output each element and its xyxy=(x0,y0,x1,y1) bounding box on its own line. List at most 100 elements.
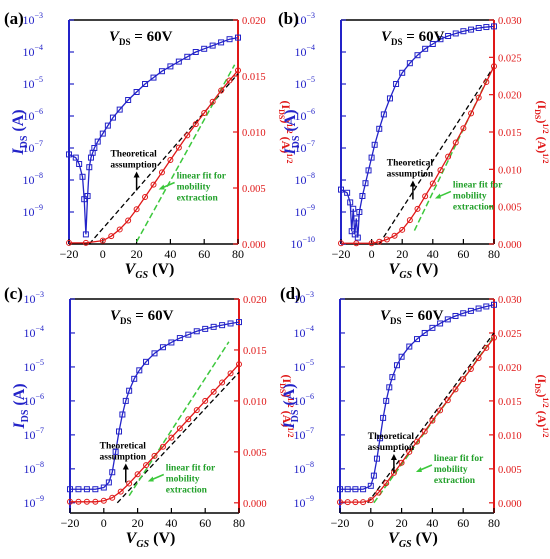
vds-annotation: VDS = 60V xyxy=(110,308,174,326)
ids-data-point xyxy=(414,52,421,59)
sqrt-ids-data-point xyxy=(467,365,474,372)
ids-data-point xyxy=(460,28,467,35)
ids-data-point xyxy=(491,301,497,308)
ids-data-point xyxy=(109,469,116,476)
sqrt-ids-data-point xyxy=(483,344,490,351)
sqrt-ids-data-point xyxy=(158,169,165,176)
ids-data-point xyxy=(143,358,150,365)
x-tick-label: 60 xyxy=(457,247,469,261)
sqrt-ids-data-point xyxy=(168,434,175,441)
ids-data-point xyxy=(359,193,366,199)
assumption-arrow-head xyxy=(133,171,140,178)
sqrt-ids-data-point xyxy=(391,232,398,239)
ids-data-point xyxy=(398,353,405,360)
sqrt-ids-data-point xyxy=(125,217,132,224)
sqrt-ids-data-point xyxy=(134,471,141,478)
left-tick-label: 10−4 xyxy=(23,324,44,340)
sqrt-ids-data-point xyxy=(193,407,200,414)
ids-data-point xyxy=(491,23,497,30)
ids-data-point xyxy=(406,343,413,350)
theoretical-assumption-line xyxy=(116,371,240,504)
ids-data-point xyxy=(344,486,351,493)
sqrt-ids-data-point xyxy=(192,121,199,128)
sqrt-ids-data-point xyxy=(201,109,208,116)
x-tick-label: 0 xyxy=(101,516,107,530)
fit-label-line: mobility xyxy=(177,182,211,192)
ids-log-curve xyxy=(340,25,495,238)
left-tick-label: 10−5 xyxy=(293,358,314,374)
right-tick-label: 0.010 xyxy=(498,431,522,442)
sqrt-ids-data-point xyxy=(133,206,140,213)
theoretical-assumption-line xyxy=(88,73,239,245)
linear-fit-line xyxy=(135,64,236,243)
assumption-label: assumption xyxy=(110,160,157,170)
right-tick-label: 0.010 xyxy=(243,397,267,408)
ids-data-point xyxy=(373,455,380,462)
ids-data-point xyxy=(158,68,165,75)
ids-data-point xyxy=(209,42,216,49)
ids-log-curve xyxy=(68,36,239,235)
ids-data-point xyxy=(109,114,116,121)
ids-data-point xyxy=(184,53,191,60)
ids-data-point xyxy=(444,316,451,323)
sqrt-ids-data-point xyxy=(344,499,351,506)
right-tick-label: 0.000 xyxy=(242,240,266,251)
ids-data-point xyxy=(104,122,111,129)
ids-data-point xyxy=(99,130,106,137)
sqrt-ids-data-point xyxy=(491,63,497,70)
ids-data-point xyxy=(452,312,459,319)
ids-data-point xyxy=(483,24,490,31)
panel-label: (d) xyxy=(280,284,301,303)
sqrt-ids-data-point xyxy=(66,239,72,246)
x-tick-label: 80 xyxy=(488,247,500,261)
ids-data-point xyxy=(475,305,482,312)
x-tick-label: 80 xyxy=(488,516,500,530)
x-tick-label: 40 xyxy=(427,247,439,261)
ids-data-point xyxy=(76,161,83,167)
ids-data-point xyxy=(116,428,123,435)
ids-data-point xyxy=(202,325,209,332)
sqrt-ids-data-point xyxy=(109,494,116,501)
right-tick-label: 0.020 xyxy=(242,16,266,27)
ids-data-point xyxy=(142,81,149,87)
left-tick-label: 10−3 xyxy=(22,11,43,27)
left-tick-label: 10−3 xyxy=(23,290,44,306)
x-tick-label: 20 xyxy=(396,516,408,530)
ids-data-point xyxy=(176,335,183,342)
vds-annotation: VDS = 60V xyxy=(381,29,445,47)
fit-label-line: linear fit for xyxy=(177,171,227,181)
ids-data-point xyxy=(168,339,175,346)
sqrt-ids-data-point xyxy=(117,488,124,495)
ids-data-point xyxy=(421,329,428,336)
sqrt-ids-data-point xyxy=(429,417,436,424)
sqrt-ids-data-point xyxy=(399,226,406,233)
left-tick-label: 10−9 xyxy=(294,203,315,219)
ids-data-point xyxy=(337,486,343,493)
panel-label: (b) xyxy=(278,9,299,28)
panel-d: −20 0 20 40 60 8010−910−810−710−610−510−410−3… xyxy=(280,284,550,550)
x-tick-label: 40 xyxy=(426,516,438,530)
ids-data-point xyxy=(399,69,406,76)
fit-arrow-head xyxy=(415,466,422,472)
sqrt-ids-data-point xyxy=(92,498,99,505)
ids-log-curve xyxy=(70,321,240,490)
ids-data-point xyxy=(406,60,413,67)
ids-data-point xyxy=(193,328,200,335)
x-axis-label: VGS (V) xyxy=(126,530,176,550)
sqrt-ids-curve xyxy=(69,69,239,244)
x-tick-label: 40 xyxy=(164,247,176,261)
sqrt-ids-data-point xyxy=(429,180,436,187)
fit-label-line: extraction xyxy=(177,193,219,203)
ids-data-point xyxy=(67,486,73,493)
ids-data-point xyxy=(338,186,344,193)
x-tick-label: 60 xyxy=(198,247,210,261)
sqrt-ids-data-point xyxy=(209,98,216,105)
right-tick-label: 0.015 xyxy=(498,128,522,139)
sqrt-ids-data-point xyxy=(116,226,123,233)
x-tick-label: 80 xyxy=(233,516,245,530)
ids-data-point xyxy=(218,39,225,46)
ids-data-point xyxy=(105,479,112,486)
right-axis-label: (IDS)1/2 (A)1/2 xyxy=(533,374,550,437)
sqrt-ids-data-point xyxy=(75,498,82,505)
